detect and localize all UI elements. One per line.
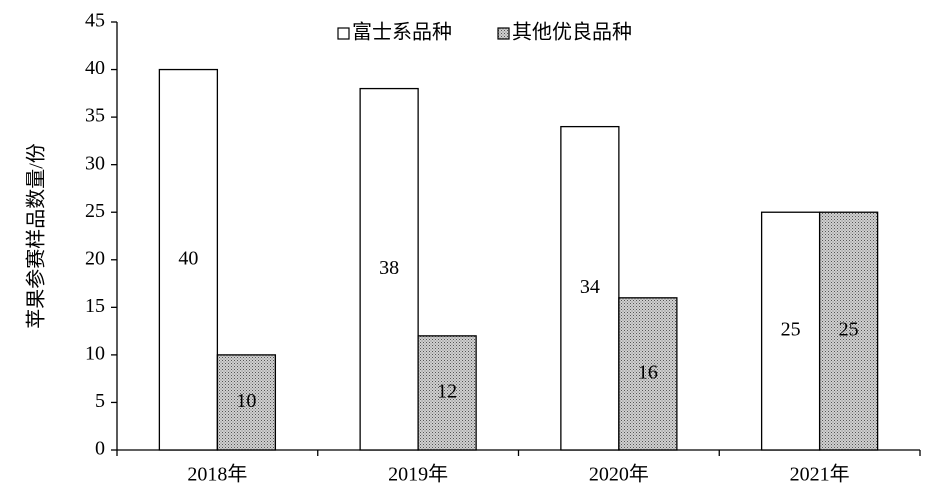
y-tick-label: 20 bbox=[85, 247, 105, 269]
legend-label: 其他优良品种 bbox=[512, 21, 632, 44]
y-tick-label: 5 bbox=[95, 390, 105, 412]
legend-label: 富士系品种 bbox=[352, 21, 452, 44]
x-tick-label: 2021年 bbox=[790, 463, 850, 486]
x-tick-label: 2018年 bbox=[187, 463, 247, 486]
y-tick-label: 15 bbox=[85, 295, 105, 317]
data-label: 40 bbox=[178, 247, 198, 269]
data-label: 38 bbox=[379, 257, 399, 279]
x-tick-label: 2020年 bbox=[589, 463, 649, 486]
y-axis-label: 苹果参赛样品数量/份 bbox=[25, 143, 48, 329]
data-label: 10 bbox=[236, 390, 256, 412]
y-tick-label: 45 bbox=[85, 10, 105, 32]
bar bbox=[618, 297, 678, 451]
legend-swatch bbox=[497, 27, 510, 40]
bar bbox=[417, 335, 477, 451]
x-tick-label: 2019年 bbox=[388, 463, 448, 486]
bar bbox=[818, 211, 879, 451]
bar bbox=[158, 68, 219, 451]
y-tick-label: 0 bbox=[95, 438, 105, 460]
data-label: 25 bbox=[781, 319, 801, 341]
y-tick-label: 35 bbox=[85, 105, 105, 127]
bar bbox=[560, 125, 620, 451]
data-label: 25 bbox=[839, 319, 859, 341]
data-label: 16 bbox=[638, 362, 658, 384]
y-tick-label: 40 bbox=[85, 57, 105, 79]
y-tick-label: 25 bbox=[85, 200, 105, 222]
data-label: 34 bbox=[580, 276, 600, 298]
y-tick-label: 10 bbox=[85, 342, 105, 364]
data-label: 12 bbox=[437, 381, 457, 403]
y-tick-label: 30 bbox=[85, 152, 105, 174]
bar bbox=[359, 87, 419, 451]
legend-swatch bbox=[337, 27, 350, 40]
bar bbox=[760, 211, 821, 451]
bar bbox=[216, 354, 277, 451]
